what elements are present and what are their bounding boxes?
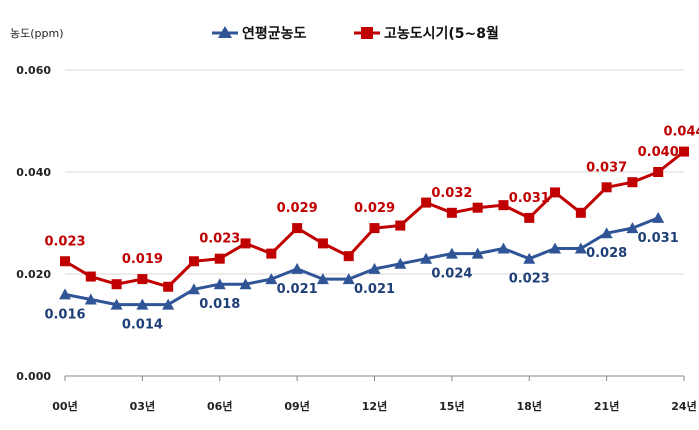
data-point-triangle (549, 242, 562, 254)
data-label: 0.018 (199, 297, 240, 312)
data-label: 0.028 (586, 246, 627, 261)
data-point-square (266, 248, 277, 259)
data-point-square (214, 253, 225, 264)
x-tick-label: 21년 (594, 399, 619, 413)
data-point-triangle (239, 278, 252, 290)
data-point-triangle (84, 293, 97, 305)
legend-label-high-season: 고농도시기(5~8월 (384, 25, 499, 42)
data-label: 0.024 (431, 267, 472, 282)
data-point-square (292, 223, 303, 234)
data-point-triangle (213, 278, 226, 290)
y-tick-label: 0.000 (16, 370, 51, 383)
data-labels: 0.016 0.014 0.018 0.021 0.021 0.024 0.023 0.028… (44, 125, 699, 333)
data-point-square (369, 223, 380, 234)
data-point-triangle (110, 298, 123, 310)
data-point-triangle (316, 273, 329, 285)
data-point-square (498, 200, 509, 211)
gridlines (65, 69, 684, 275)
data-point-square (446, 207, 457, 218)
data-point-triangle (265, 273, 278, 285)
data-label: 0.023 (44, 234, 85, 249)
data-point-triangle (600, 227, 613, 239)
x-tick-label: 12년 (362, 399, 387, 413)
data-label: 0.021 (354, 282, 395, 297)
data-point-triangle (626, 222, 639, 234)
data-point-square (188, 256, 199, 267)
data-point-square (137, 274, 148, 285)
data-point-triangle (342, 273, 355, 285)
data-point-triangle (445, 247, 458, 259)
legend: 연평균농도 고농도시기(5~8월 (212, 25, 499, 42)
axes: 0.000 0.020 0.040 0.060 00년 03년 06년 09년 12년 15년 18… (16, 64, 697, 413)
data-point-square (163, 281, 174, 292)
data-point-square (60, 256, 70, 267)
data-label: 0.016 (44, 307, 85, 322)
x-tick-label: 24년 (671, 399, 696, 413)
data-point-square (550, 187, 561, 198)
data-point-triangle (420, 252, 433, 264)
data-label: 0.029 (277, 201, 318, 216)
data-label: 0.031 (638, 231, 679, 246)
data-point-triangle (162, 298, 175, 310)
data-label: 0.044 (663, 125, 699, 140)
legend-square-marker-icon (361, 27, 373, 39)
data-point-triangle (59, 288, 71, 300)
data-label: 0.019 (122, 252, 163, 267)
y-tick-label: 0.060 (16, 64, 51, 77)
data-point-square (472, 202, 483, 213)
data-label: 0.037 (586, 160, 627, 175)
x-tick-label: 18년 (517, 399, 542, 413)
data-point-triangle (471, 247, 484, 259)
data-point-triangle (136, 298, 149, 310)
series-line-0 (64, 216, 659, 307)
series-group (59, 146, 689, 310)
data-point-square (240, 238, 251, 249)
data-point-square (317, 238, 328, 249)
data-point-square (343, 251, 354, 262)
y-tick-label: 0.040 (16, 166, 51, 179)
x-tick-label: 06년 (207, 399, 232, 413)
y-axis-label: 농도(ppm) (10, 27, 64, 40)
data-point-square (395, 220, 406, 231)
data-point-square (601, 182, 612, 193)
data-point-triangle (497, 242, 510, 254)
y-tick-label: 0.020 (16, 268, 51, 281)
data-label: 0.014 (122, 318, 163, 333)
legend-triangle-marker-icon (218, 26, 232, 38)
data-point-triangle (394, 257, 407, 269)
data-point-triangle (187, 283, 200, 295)
data-point-square (85, 271, 96, 282)
data-point-square (679, 146, 689, 157)
data-point-square (421, 197, 432, 208)
data-point-triangle (574, 242, 587, 254)
data-point-square (575, 207, 586, 218)
data-label: 0.029 (354, 201, 395, 216)
data-point-square (627, 177, 638, 188)
data-point-triangle (652, 211, 665, 223)
data-point-square (524, 212, 535, 223)
data-label: 0.023 (199, 232, 240, 247)
data-label: 0.032 (431, 186, 472, 201)
x-tick-label: 09년 (284, 399, 309, 413)
x-tick-label: 03년 (130, 399, 155, 413)
data-point-square (653, 167, 664, 177)
data-point-triangle (368, 262, 381, 274)
data-label: 0.023 (509, 272, 550, 287)
data-point-triangle (523, 252, 536, 264)
data-label: 0.040 (638, 145, 679, 160)
data-point-square (111, 279, 122, 290)
data-point-triangle (291, 262, 304, 274)
x-tick-label: 00년 (52, 399, 77, 413)
legend-label-annual: 연평균농도 (242, 25, 307, 42)
x-tick-label: 15년 (439, 399, 464, 413)
data-label: 0.021 (277, 282, 318, 297)
data-label: 0.031 (509, 191, 550, 206)
